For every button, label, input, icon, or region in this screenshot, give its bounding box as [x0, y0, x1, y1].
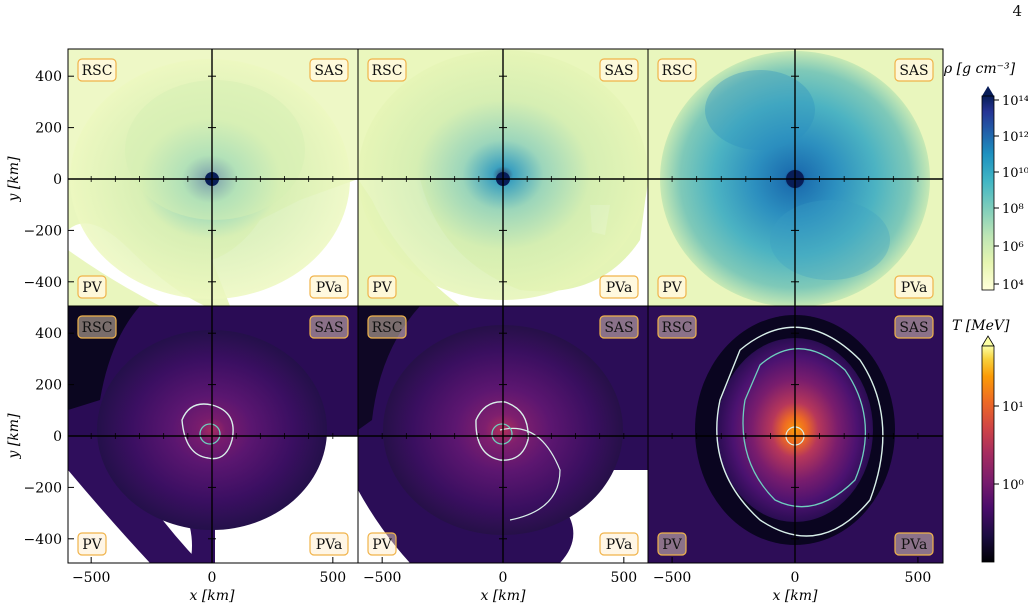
- x-axis-label: x [km]: [189, 588, 235, 604]
- quadrant-label: PV: [662, 280, 682, 296]
- quadrant-label-box: [309, 58, 349, 82]
- quadrant-label: PVa: [316, 537, 343, 553]
- density-colorbar: ρ [g cm⁻³] 10¹⁴ 10¹² 10¹⁰ 10⁸ 10⁶ 10⁴: [943, 61, 1028, 293]
- page-number: 4: [1012, 2, 1022, 20]
- quadrant-label-box: [657, 315, 697, 339]
- quadrant-label-box: [309, 532, 349, 556]
- temperature-colorbar: T [MeV] 10¹ 10⁰: [952, 318, 1024, 563]
- quadrant-label: RSC: [662, 63, 693, 79]
- density-colorbar-label: ρ [g cm⁻³]: [943, 61, 1016, 77]
- quadrant-label-box: [77, 275, 107, 299]
- quadrant-label-box: [894, 58, 934, 82]
- temperature-tick-label: 10¹: [1002, 400, 1024, 415]
- quadrant-label-box: [599, 532, 639, 556]
- quadrant-label: PVa: [606, 537, 633, 553]
- x-tick-label: 0: [208, 570, 217, 586]
- y-tick-label: 200: [35, 121, 62, 137]
- x-tick-label: 0: [499, 570, 508, 586]
- y-tick-label: −200: [24, 223, 62, 239]
- y-tick-label: −200: [24, 480, 62, 496]
- y-axis-label: y [km]: [6, 413, 22, 460]
- x-tick-label: −500: [72, 570, 110, 586]
- y-tick-label: 0: [53, 172, 62, 188]
- quadrant-label-box: [77, 532, 107, 556]
- quadrant-label: PV: [372, 280, 392, 296]
- y-tick-label: 400: [35, 326, 62, 342]
- quadrant-label: RSC: [662, 320, 693, 336]
- x-tick-label: −500: [653, 570, 691, 586]
- axis-labels: y [km] y [km] x [km] x [km] x [km]: [6, 156, 818, 604]
- density-tick-label: 10⁴: [1002, 278, 1024, 293]
- quadrant-label-box: [77, 315, 117, 339]
- quadrant-label: RSC: [82, 320, 113, 336]
- temperature-panel-1: [68, 306, 358, 563]
- quadrant-label-box: [309, 275, 349, 299]
- quadrant-label: PVa: [901, 280, 928, 296]
- quadrant-label: SAS: [604, 320, 633, 336]
- quadrant-label: PVa: [606, 280, 633, 296]
- quadrant-label: SAS: [314, 320, 343, 336]
- quadrant-label: SAS: [314, 63, 343, 79]
- density-tick-label: 10¹²: [1002, 130, 1028, 145]
- density-tick-label: 10¹⁰: [1002, 166, 1028, 181]
- quadrant-label-box: [657, 58, 697, 82]
- quadrant-label: PVa: [316, 280, 343, 296]
- quadrant-label-box: [77, 58, 117, 82]
- quadrant-label: SAS: [899, 320, 928, 336]
- quadrant-label: PV: [82, 280, 102, 296]
- quadrant-labels: RSC SAS PV PVa RSC SAS PV PVa RSC SAS PV PVa RSC SAS P…: [77, 58, 934, 556]
- x-tick-label: 500: [905, 570, 932, 586]
- quadrant-label-box: [599, 58, 639, 82]
- y-tick-label: −400: [24, 275, 62, 291]
- quadrant-label: PVa: [901, 537, 928, 553]
- x-axis-label: x [km]: [480, 588, 526, 604]
- quadrant-label: RSC: [372, 320, 403, 336]
- quadrant-label: PV: [82, 537, 102, 553]
- quadrant-label-box: [367, 275, 397, 299]
- x-tick-label: −500: [363, 570, 401, 586]
- quadrant-label: RSC: [372, 63, 403, 79]
- density-tick-label: 10⁶: [1002, 240, 1024, 255]
- density-panel-1: [68, 49, 358, 306]
- quadrant-label-box: [309, 315, 349, 339]
- y-tick-label: 200: [35, 378, 62, 394]
- quadrant-label: SAS: [604, 63, 633, 79]
- x-tick-label: 500: [319, 570, 346, 586]
- quadrant-label-box: [599, 315, 639, 339]
- quadrant-label-box: [599, 275, 639, 299]
- x-tick-label: 500: [610, 570, 637, 586]
- quadrant-label-box: [367, 532, 397, 556]
- quadrant-label: PV: [372, 537, 392, 553]
- panel-frames: [67, 48, 944, 564]
- quadrant-label-box: [367, 315, 407, 339]
- temperature-tick-label: 10⁰: [1002, 478, 1024, 493]
- quadrant-label-box: [657, 532, 687, 556]
- quadrant-label: SAS: [899, 63, 928, 79]
- y-tick-label: 0: [53, 429, 62, 445]
- quadrant-label-box: [367, 58, 407, 82]
- temperature-colorbar-label: T [MeV]: [952, 318, 1010, 334]
- quadrant-label: PV: [662, 537, 682, 553]
- y-tick-label: 400: [35, 69, 62, 85]
- quadrant-label-box: [894, 532, 934, 556]
- y-axis-label: y [km]: [6, 156, 22, 203]
- axis-ticks: 400 200 0 −200 −400 400 200 0 −200 −400 −500 0 500 −5…: [24, 69, 932, 586]
- density-tick-label: 10⁸: [1002, 202, 1024, 217]
- density-tick-label: 10¹⁴: [1002, 94, 1028, 109]
- quadrant-label-box: [894, 275, 934, 299]
- x-tick-label: 0: [791, 570, 800, 586]
- quadrant-label-box: [894, 315, 934, 339]
- y-tick-label: −400: [24, 532, 62, 548]
- x-axis-label: x [km]: [772, 588, 818, 604]
- quadrant-label-box: [657, 275, 687, 299]
- quadrant-label: RSC: [82, 63, 113, 79]
